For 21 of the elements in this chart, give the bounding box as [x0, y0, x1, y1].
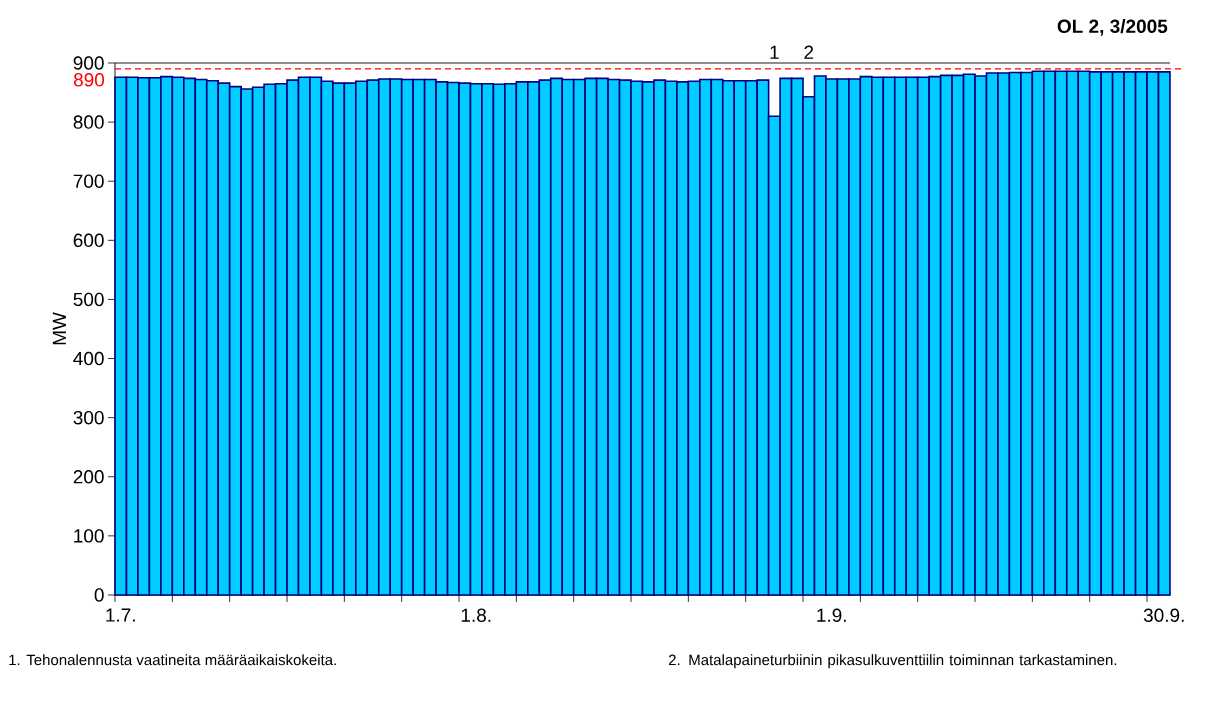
y-tick-label: 0: [94, 588, 104, 602]
y-tick-label: 900: [73, 56, 104, 70]
text: 2. Matalapaineturbiinin pikasulkuventtiilin toiminnan tarkastaminen.: [668, 654, 1117, 669]
y-axis-title: MW: [52, 312, 66, 345]
text: 2: [804, 45, 814, 59]
text: 1. Tehonalennusta vaatineita määräaikaiskokeita.: [9, 654, 336, 666]
y-tick-label: 400: [73, 351, 104, 366]
y-tick-label: 100: [74, 529, 104, 543]
x-tick-label: 30.9.: [1143, 608, 1184, 622]
y-tick-label: 500: [73, 292, 104, 307]
y-tick-label: 200: [73, 470, 104, 484]
chart-title: OL 2, 3/2005: [1057, 19, 1168, 36]
x-tick-label: 1.8.: [461, 608, 491, 622]
y-tick-label: 600: [73, 233, 104, 248]
x-tick-label: 1.7.: [106, 608, 135, 622]
text: 1: [770, 45, 779, 59]
y-tick-label: 700: [73, 174, 104, 188]
y-tick-label: 300: [73, 410, 104, 425]
ref-line-label: 890: [73, 73, 105, 87]
y-tick-label: 800: [73, 115, 104, 129]
x-tick-label: 1.9.: [817, 608, 846, 622]
